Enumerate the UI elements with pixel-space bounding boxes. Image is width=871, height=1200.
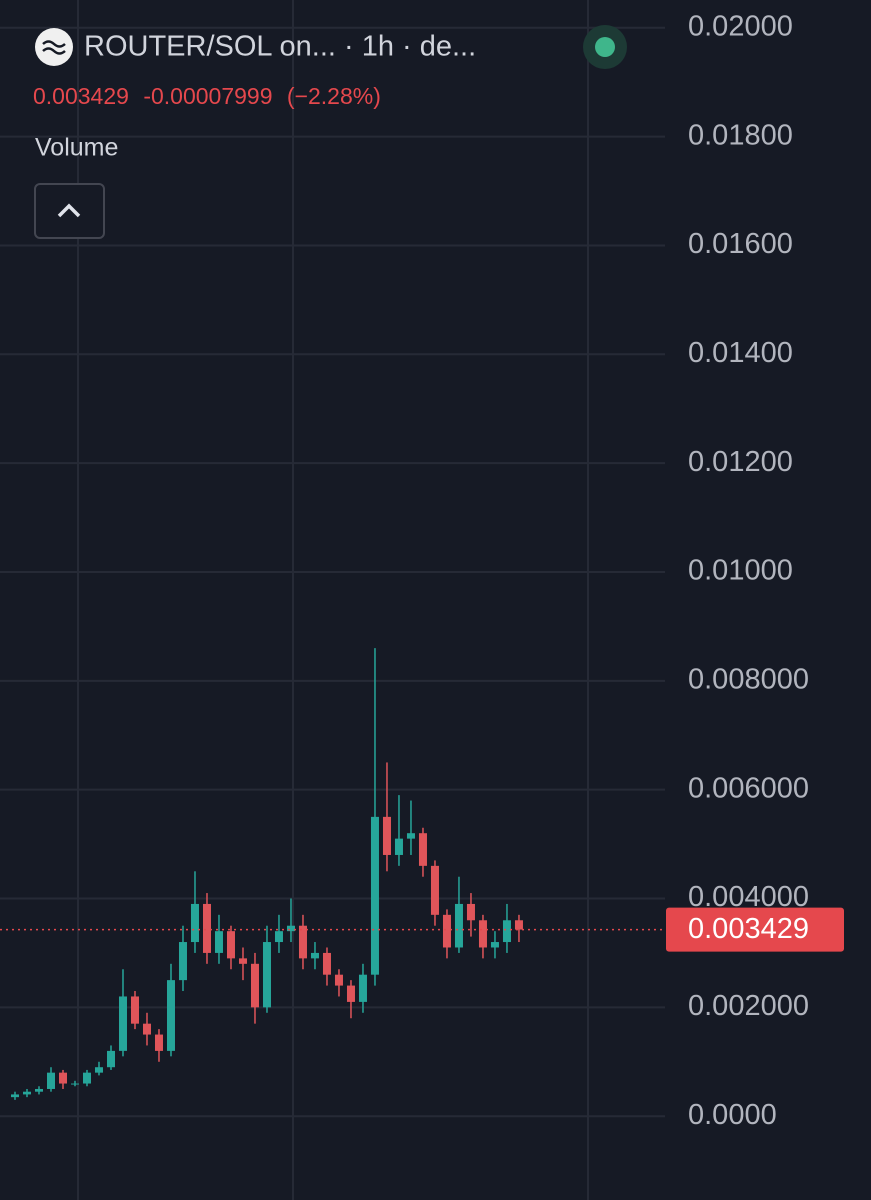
logo-waves [42, 40, 66, 55]
candle-body [238, 958, 247, 964]
candle-body [214, 931, 223, 953]
candle-body [226, 931, 235, 959]
candle-body [502, 920, 511, 943]
last-price-label: 0.003429 [688, 913, 809, 945]
candle-body [442, 914, 451, 948]
logo [35, 28, 73, 66]
candle-body [370, 816, 379, 975]
header: ROUTER/SOL on... · 1h · de... 0.003429 -… [33, 25, 627, 239]
candle-body [34, 1088, 43, 1092]
price-line: 0.003429 -0.00007999 (−2.28%) [33, 83, 381, 109]
status-dot [595, 37, 615, 57]
y-tick-label: 0.0000 [688, 1099, 777, 1131]
y-tick-label: 0.01200 [688, 446, 793, 478]
candle-body [10, 1094, 19, 1098]
y-tick-label: 0.01400 [688, 337, 793, 369]
candle-body [346, 985, 355, 1002]
candle-body [334, 974, 343, 986]
candle-body [406, 833, 415, 839]
last-price-badge [666, 907, 844, 952]
candle-body [322, 952, 331, 975]
candle-body [130, 996, 139, 1024]
candle-body [142, 1023, 151, 1035]
candle-body [262, 942, 271, 1008]
candle-body [454, 903, 463, 948]
chart-title: ROUTER/SOL on... · 1h · de... [84, 31, 476, 63]
y-tick-label: 0.01800 [688, 119, 793, 151]
y-tick-label: 0.02000 [688, 10, 793, 42]
candle-body [274, 931, 283, 943]
change-percent: (−2.28%) [287, 83, 381, 109]
candle-body [310, 952, 319, 959]
candle-body [298, 925, 307, 959]
candle-body [154, 1034, 163, 1051]
plot-area: 0.02000 0.01800 0.01600 0.01400 0.01200 0.010… [0, 10, 809, 1131]
candle-body [118, 996, 127, 1051]
candle-body [382, 816, 391, 855]
candle-body [106, 1050, 115, 1068]
candle-body [286, 925, 295, 932]
candle-body [94, 1067, 103, 1073]
y-tick-label: 0.008000 [688, 663, 809, 695]
candle-body [190, 903, 199, 943]
indicator-label: Volume [35, 134, 118, 162]
candle-body [202, 903, 211, 953]
candle-body [46, 1072, 55, 1089]
candle-body [418, 833, 427, 866]
price: 0.003429 [33, 83, 129, 109]
candle-body [430, 865, 439, 915]
chevron-icon [57, 203, 81, 218]
candle-body [82, 1072, 91, 1084]
candle-body [70, 1083, 79, 1085]
candle-body [358, 974, 367, 1002]
candle-body [514, 920, 523, 930]
candle-body [466, 903, 475, 921]
y-tick-label: 0.01600 [688, 228, 793, 260]
candle-body [22, 1091, 31, 1095]
collapse-button[interactable] [34, 183, 105, 239]
candle-body [250, 963, 259, 1008]
candle-body [394, 838, 403, 855]
candle-body [166, 980, 175, 1051]
y-tick-label: 0.01000 [688, 555, 793, 587]
y-tick-label: 0.006000 [688, 772, 809, 804]
y-tick-label: 0.002000 [688, 990, 809, 1022]
candle-body [490, 942, 499, 948]
candle-body [178, 942, 187, 981]
candle-body [478, 920, 487, 948]
change: -0.00007999 [143, 83, 272, 109]
candle-body [58, 1072, 67, 1084]
